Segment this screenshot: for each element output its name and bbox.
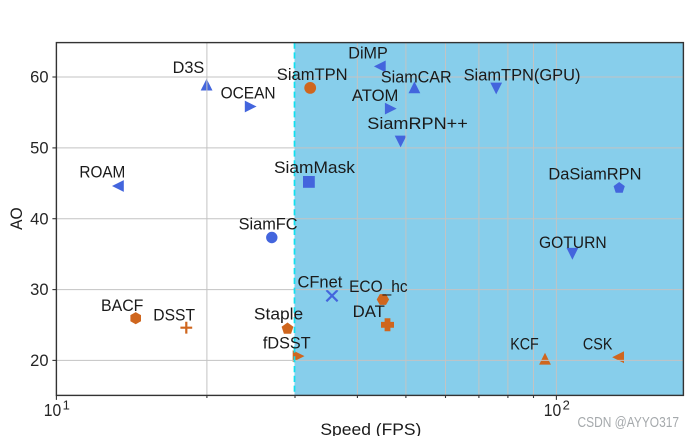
svg-text:20: 20 — [30, 352, 48, 370]
svg-text:ATOM: ATOM — [352, 86, 399, 105]
svg-text:CFnet: CFnet — [298, 273, 343, 292]
svg-text:SiamTPN(GPU): SiamTPN(GPU) — [464, 66, 581, 85]
svg-text:50: 50 — [30, 140, 48, 158]
svg-text:fDSST: fDSST — [263, 333, 311, 352]
svg-text:DAT: DAT — [353, 302, 385, 321]
svg-text:Staple: Staple — [254, 304, 303, 323]
svg-text:2: 2 — [563, 397, 570, 412]
svg-text:10: 10 — [544, 400, 561, 420]
svg-text:10: 10 — [44, 400, 61, 420]
svg-text:ROAM: ROAM — [79, 162, 125, 181]
svg-text:40: 40 — [30, 210, 48, 228]
svg-text:1: 1 — [63, 397, 70, 412]
svg-text:SiamMask: SiamMask — [274, 158, 356, 177]
svg-text:60: 60 — [30, 69, 48, 87]
svg-text:SiamTPN: SiamTPN — [277, 65, 348, 84]
svg-text:OCEAN: OCEAN — [221, 84, 276, 103]
svg-text:BACF: BACF — [101, 296, 143, 315]
svg-text:SiamCAR: SiamCAR — [381, 68, 452, 87]
svg-text:CSK: CSK — [583, 334, 613, 353]
svg-text:AO: AO — [8, 207, 26, 230]
svg-text:GOTURN: GOTURN — [539, 233, 607, 252]
svg-text:D3S: D3S — [173, 58, 205, 77]
svg-text:30: 30 — [30, 281, 48, 299]
svg-text:DSST: DSST — [153, 305, 195, 324]
svg-text:SiamRPN++: SiamRPN++ — [367, 114, 468, 133]
svg-text:DiMP: DiMP — [348, 43, 388, 62]
svg-text:SiamFC: SiamFC — [239, 214, 298, 233]
svg-text:KCF: KCF — [510, 335, 539, 354]
svg-text:Speed (FPS): Speed (FPS) — [320, 421, 421, 436]
svg-text:DaSiamRPN: DaSiamRPN — [548, 165, 641, 184]
svg-text:CSDN @AYYO317: CSDN @AYYO317 — [578, 415, 680, 431]
svg-text:ECO_hc: ECO_hc — [349, 277, 408, 296]
